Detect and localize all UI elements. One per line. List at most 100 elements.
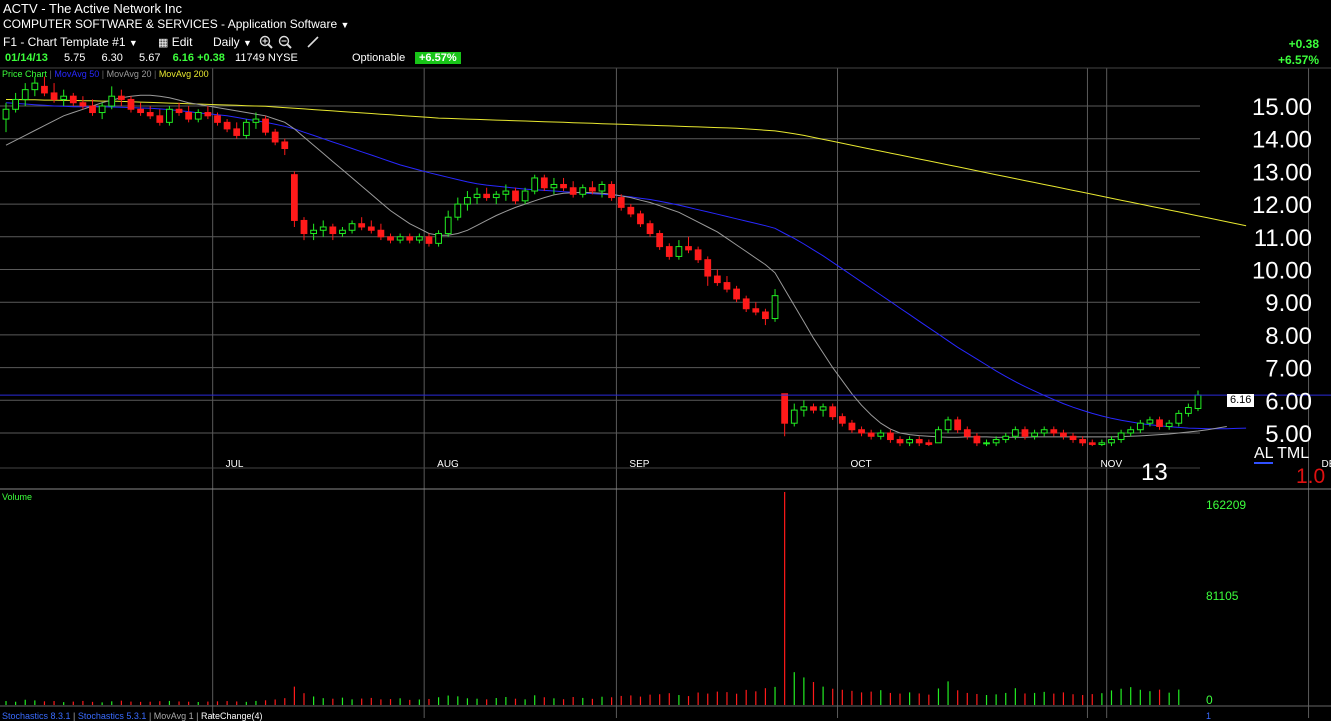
candle: [329, 223, 337, 241]
candle-body-down: [425, 236, 433, 244]
candle-body-up: [550, 183, 558, 189]
candle: [137, 102, 144, 116]
candle: [1011, 426, 1019, 440]
candle: [963, 426, 971, 440]
price-tick-label: 12.00: [1252, 192, 1312, 219]
candle-body-up: [166, 108, 173, 123]
tml-button[interactable]: TML: [1277, 445, 1310, 462]
quote-high: 6.30: [101, 52, 123, 64]
candle: [608, 181, 615, 201]
corner-change-percent: +6.57%: [1277, 53, 1319, 67]
chart-legend: Price Chart | MovAvg 50 | MovAvg 20 | Mo…: [2, 69, 209, 79]
zoom-in-icon[interactable]: [259, 35, 273, 49]
candle: [185, 106, 193, 123]
edit-button[interactable]: ▦ Edit: [158, 35, 192, 49]
candle: [425, 233, 433, 247]
candle: [887, 429, 894, 443]
candle: [906, 436, 913, 447]
candle: [569, 181, 577, 198]
classification-line[interactable]: COMPUTER SOFTWARE & SERVICES - Applicati…: [3, 17, 349, 31]
candle: [752, 302, 760, 316]
candle: [435, 230, 442, 247]
candle-body-up: [339, 229, 346, 235]
candle-body-up: [800, 406, 808, 411]
candle-body-up: [579, 187, 587, 195]
candle-body-down: [127, 98, 135, 110]
candle: [1050, 426, 1058, 437]
candle: [550, 177, 558, 195]
candle: [819, 403, 827, 417]
candle-body-up: [252, 118, 260, 123]
price-tick-label: 15.00: [1252, 94, 1312, 121]
al-button[interactable]: AL: [1254, 445, 1273, 464]
candle-body-up: [906, 439, 913, 444]
candle-body-down: [41, 85, 48, 94]
candle-body-up: [531, 177, 539, 192]
candle-body-down: [838, 416, 846, 424]
ma200-line: [6, 99, 1247, 227]
candle-body-down: [1021, 429, 1029, 437]
candle: [589, 181, 596, 195]
candle: [146, 106, 154, 120]
interval-selector[interactable]: Daily ▼: [213, 35, 252, 49]
edit-grid-icon: ▦: [158, 37, 169, 49]
candle: [233, 122, 241, 139]
candle-body-up: [1127, 429, 1135, 434]
candle: [31, 76, 39, 97]
candle-body-down: [656, 233, 664, 248]
al-tml-buttons[interactable]: AL TML: [1254, 445, 1310, 464]
bottom-indicator-labels: Stochastics 8.3.1 | Stochastics 5.3.1 | …: [2, 711, 263, 721]
candle: [771, 289, 779, 322]
zoom-out-icon[interactable]: [278, 35, 292, 49]
bottom-label-movavg: MovAvg 1: [153, 711, 194, 721]
candle-body-down: [1069, 435, 1077, 441]
candle: [194, 109, 202, 123]
candle: [69, 92, 77, 106]
candle-body-up: [598, 183, 606, 192]
candle: [1156, 416, 1163, 430]
candle: [1060, 429, 1067, 440]
draw-line-icon[interactable]: [306, 35, 320, 49]
candle: [21, 83, 29, 106]
candle-body-down: [146, 112, 154, 117]
candle: [242, 119, 250, 139]
candle: [983, 439, 990, 447]
candle: [627, 204, 635, 218]
legend-ma200: MovAvg 200: [158, 69, 209, 79]
candle: [579, 184, 587, 198]
candle: [713, 269, 721, 286]
candle-body-down: [617, 197, 625, 208]
candle: [1069, 433, 1077, 443]
candle-body-up: [31, 82, 39, 91]
industry-label: Application Software: [227, 17, 338, 31]
candle-body-down: [646, 223, 654, 235]
candle: [214, 112, 221, 126]
price-tick-label: 9.00: [1265, 290, 1312, 317]
candle: [762, 308, 769, 326]
candle: [1146, 416, 1154, 427]
candle: [175, 102, 183, 116]
candle: [79, 96, 87, 110]
candle-body-up: [1108, 439, 1115, 444]
legend-ma20: MovAvg 20: [106, 69, 152, 79]
candle: [291, 171, 298, 227]
candle-body-down: [89, 105, 96, 114]
chevron-down-icon[interactable]: ▼: [340, 20, 350, 30]
candle-body-up: [473, 193, 481, 199]
candle: [348, 220, 356, 234]
candle: [1165, 419, 1173, 430]
candle: [50, 83, 58, 103]
candle-body-down: [137, 108, 144, 114]
legend-price-chart: Price Chart: [2, 69, 48, 79]
candle: [444, 210, 452, 237]
candle: [483, 187, 491, 201]
scale-label: 1.0: [1296, 465, 1326, 488]
candle-body-up: [819, 406, 827, 411]
month-axis: JUL AUG SEP OCT NOV DEC: [226, 459, 1331, 470]
template-selector[interactable]: F1 - Chart Template #1 ▼: [3, 35, 138, 49]
candle: [954, 416, 962, 433]
candle: [1098, 439, 1106, 447]
candle: [896, 436, 904, 447]
candle-body-down: [733, 288, 740, 300]
